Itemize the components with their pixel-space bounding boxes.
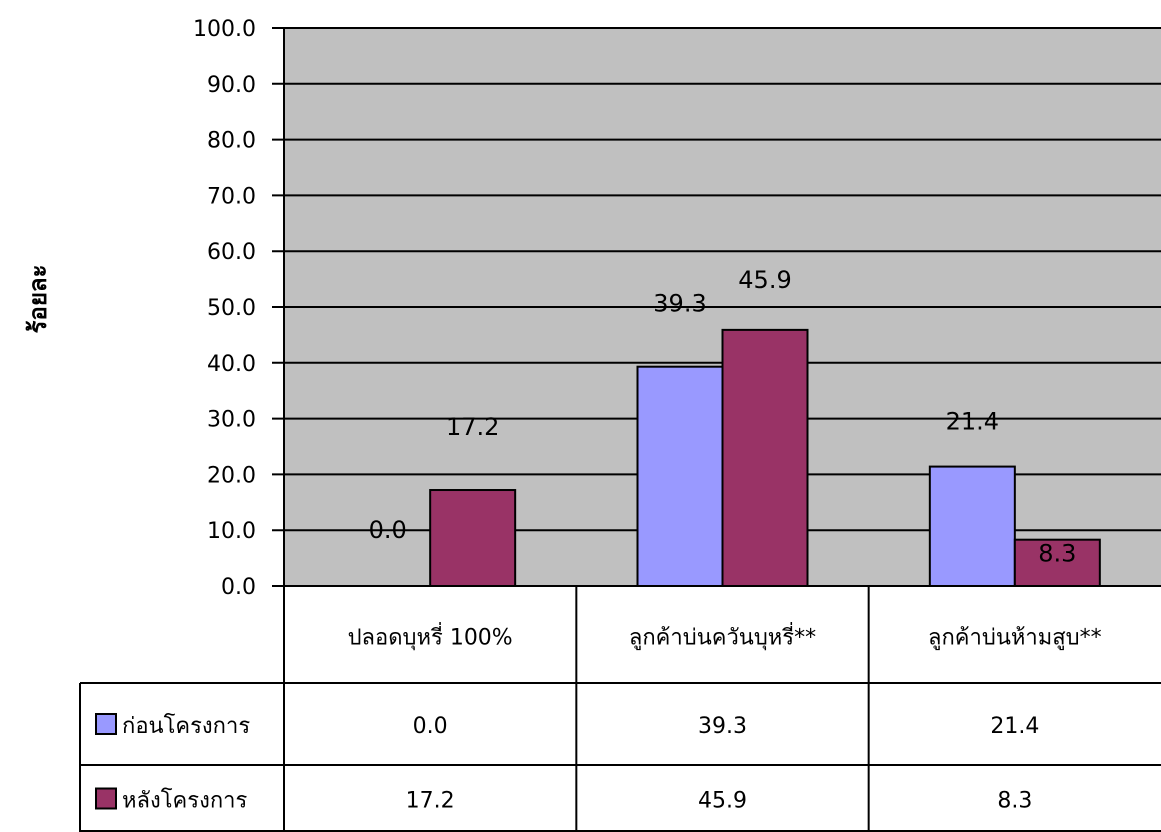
table-cell-value: 17.2 <box>406 789 455 814</box>
data-label: 21.4 <box>946 408 999 436</box>
legend-swatch <box>95 787 117 810</box>
y-tick-label: 0.0 <box>221 575 256 600</box>
y-tick-label: 60.0 <box>207 240 256 265</box>
bar-before <box>928 465 1016 588</box>
y-tick-label: 100.0 <box>193 17 256 42</box>
y-tick-label: 80.0 <box>207 129 256 154</box>
category-label: ปลอดบุหรี่ 100% <box>348 622 513 651</box>
y-tick-label: 50.0 <box>207 296 256 321</box>
y-tick-label: 40.0 <box>207 352 256 377</box>
bar-after <box>721 328 809 587</box>
bar-after <box>1013 538 1101 587</box>
series-name: ก่อนโครงการ <box>122 713 250 739</box>
y-tick-label: 20.0 <box>207 463 256 488</box>
data-label: 17.2 <box>446 413 499 441</box>
table-cell-value: 0.0 <box>413 714 448 739</box>
y-tick-label: 90.0 <box>207 73 256 98</box>
table-cell-value: 39.3 <box>698 714 747 739</box>
y-axis-label: ร้อยละ <box>24 265 52 334</box>
legend-swatch <box>95 713 117 735</box>
category-label: ลูกค้าบ่นห้ามสูบ** <box>928 626 1102 651</box>
y-tick-label: 70.0 <box>207 184 256 209</box>
table-cell-value: 21.4 <box>990 714 1039 739</box>
data-label: 39.3 <box>653 290 706 318</box>
bar-before <box>636 365 724 587</box>
y-tick-label: 30.0 <box>207 408 256 433</box>
table-cell-value: 45.9 <box>698 789 747 814</box>
data-label: 8.3 <box>1038 540 1076 568</box>
data-label: 0.0 <box>369 516 407 544</box>
category-label: ลูกค้าบ่นควันบุหรี่** <box>629 622 816 651</box>
data-label: 45.9 <box>738 266 791 294</box>
y-tick-label: 10.0 <box>207 519 256 544</box>
table-cell-value: 8.3 <box>997 789 1032 814</box>
bar-after <box>429 489 517 587</box>
series-name: หลังโครงการ <box>122 788 247 814</box>
